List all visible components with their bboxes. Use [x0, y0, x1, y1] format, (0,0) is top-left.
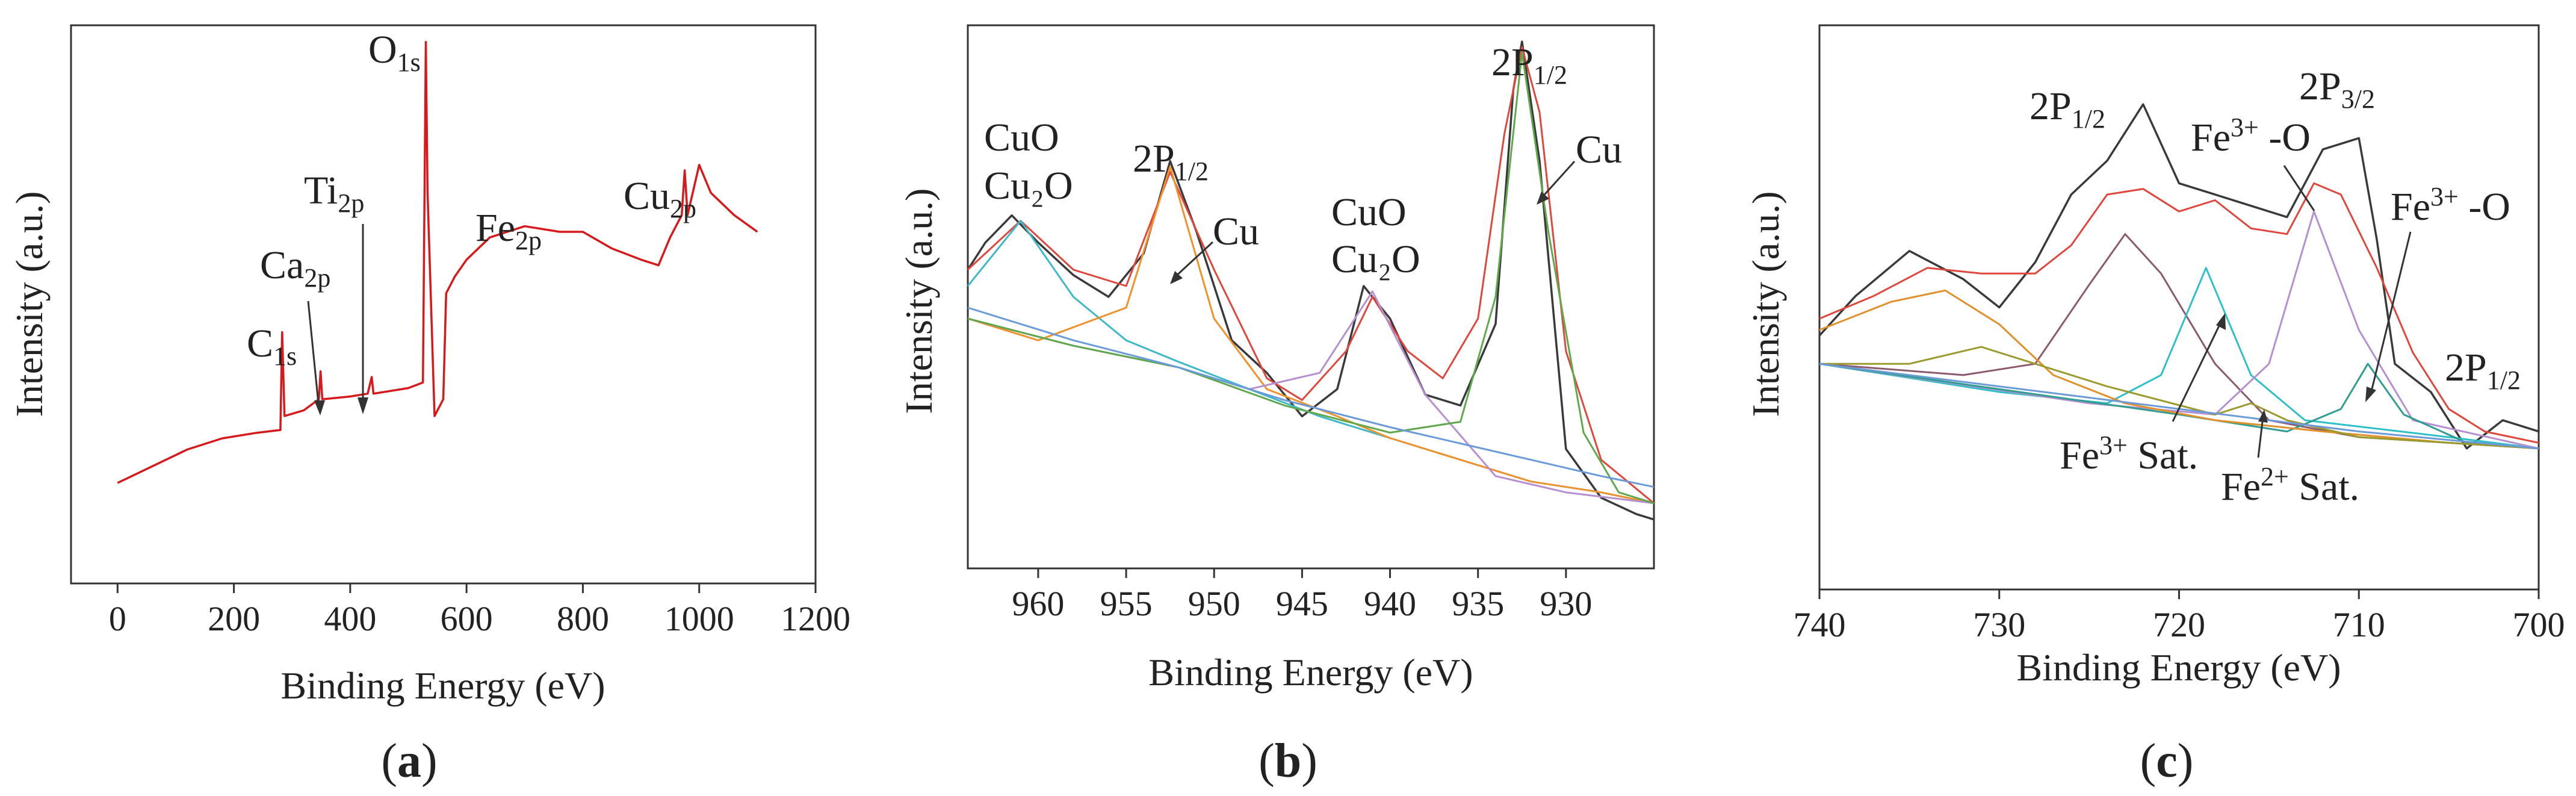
- panel-a-xtick-label-1: 200: [208, 599, 260, 638]
- panel-b: 960 955 950 945 940 935 930 Binding Energy (eV…: [897, 24, 1655, 788]
- panel-c-series-2: [1819, 233, 2539, 450]
- panel-a-series: [117, 41, 758, 484]
- panel-a-ticks: 0 200 400 600 800 1000 1200: [109, 583, 850, 638]
- panel-c-arrow-fe3sat: [2172, 322, 2222, 422]
- panel-b-label-2p12-2: 2P1/2: [1491, 40, 1567, 90]
- panel-a-caption: (a): [381, 735, 437, 788]
- panel-c-label-fe3o-a: Fe3+ -O: [2191, 113, 2311, 160]
- panel-a-xtick-label-0: 0: [109, 599, 126, 638]
- panel-a-label-ca2p: Ca2p: [260, 243, 330, 293]
- panel-c: 740 730 720 710 700 Binding Energy (eV) Inte…: [1744, 24, 2565, 788]
- panel-c-arrowhead-fe2sat: [2258, 409, 2268, 423]
- panel-b-series-6: [967, 306, 1655, 488]
- panel-c-xtick-label-1: 730: [1973, 605, 2025, 644]
- panel-c-label-2p12-a: 2P1/2: [2030, 84, 2105, 134]
- panel-a-xlabel: Binding Energy (eV): [280, 664, 605, 707]
- panel-c-arrowhead-fe3sat: [2216, 313, 2226, 330]
- panel-b-xtick-label-6: 930: [1540, 584, 1592, 623]
- panel-c-xtick-label-0: 740: [1794, 605, 1846, 644]
- panel-a-label-ti2p: Ti2p: [304, 169, 364, 218]
- panel-b-label-cuo-2: CuO: [1331, 190, 1407, 234]
- panel-c-caption: (c): [2140, 735, 2194, 788]
- panel-c-ylabel: Intensity (a.u.): [1744, 191, 1787, 417]
- panel-b-label-cuo-1: CuO: [984, 116, 1059, 160]
- panel-b-xtick-label-1: 955: [1100, 584, 1153, 623]
- panel-b-series-3: [967, 166, 1655, 505]
- panel-a-arrow-ca: [307, 300, 320, 410]
- panel-b-label-cu-1: Cu: [1213, 210, 1259, 253]
- panel-c-label-fe3o-b: Fe3+ -O: [2391, 182, 2510, 229]
- panel-b-series-0: [967, 40, 1655, 521]
- panel-a-series-0: [117, 41, 758, 484]
- panel-b-arrow-cu-1: [1172, 241, 1214, 279]
- panel-c-ticks: 740 730 720 710 700: [1794, 589, 2565, 644]
- panel-b-frame: [967, 24, 1655, 570]
- panel-c-series: [1818, 103, 2539, 450]
- panel-c-arrowhead-fe3o-b: [2365, 387, 2376, 402]
- panel-c-label-2p12-b: 2P1/2: [2445, 346, 2521, 395]
- panel-a-label-c1s: C1s: [247, 322, 297, 371]
- panel-b-series-2: [967, 220, 1655, 505]
- panel-b-arrowhead-cu-1: [1170, 271, 1183, 284]
- panel-c-series-6: [1819, 289, 2539, 450]
- panel-c-series-0: [1818, 103, 2539, 450]
- panel-c-label-fe2-sat: Fe2+ Sat.: [2221, 462, 2359, 509]
- panel-b-series-1: [967, 46, 1655, 504]
- panel-c-label-2p32: 2P3/2: [2299, 64, 2375, 114]
- panel-c-xtick-label-3: 710: [2333, 605, 2385, 644]
- panel-b-arrow-cu-2: [1540, 160, 1576, 200]
- panel-b-xtick-label-4: 940: [1364, 584, 1416, 623]
- panel-c-series-7: [1819, 346, 2539, 450]
- panel-b-xtick-label-3: 945: [1276, 584, 1328, 623]
- panel-a-xtick-label-3: 600: [441, 599, 493, 638]
- panel-a-xtick-label-2: 400: [324, 599, 376, 638]
- panel-b-caption: (b): [1259, 735, 1317, 788]
- panel-a-label-o1s: O1s: [368, 28, 421, 77]
- panel-b-xtick-label-2: 950: [1188, 584, 1240, 623]
- panel-a-frame: [70, 24, 817, 585]
- panel-c-label-fe3-sat: Fe3+ Sat.: [2060, 431, 2198, 477]
- panel-c-xtick-label-2: 720: [2153, 605, 2205, 644]
- panel-c-arrow-fe3o-b: [2370, 231, 2412, 392]
- panel-b-series-4: [967, 290, 1655, 505]
- panel-a-arrowhead-ti: [358, 397, 368, 414]
- panel-b-xlabel: Binding Energy (eV): [1148, 651, 1473, 694]
- panel-b-xtick-label-0: 960: [1012, 584, 1064, 623]
- panel-b-label-2p12-1: 2P1/2: [1133, 137, 1209, 186]
- panel-a-label-cu2p: Cu2p: [624, 174, 696, 223]
- panel-b-label-cu-2: Cu: [1576, 128, 1622, 172]
- panel-a-label-fe2p: Fe2p: [475, 206, 542, 255]
- panel-b-series: [967, 40, 1655, 521]
- panel-c-frame: [1818, 24, 2540, 591]
- panel-b-label-cu2o-1: Cu₂O: [984, 164, 1073, 208]
- panel-a-xtick-label-5: 1000: [664, 599, 734, 638]
- panel-b-label-cu2o-2: Cu₂O: [1331, 237, 1420, 281]
- panel-b-ticks: 960 955 950 945 940 935 930: [1012, 568, 1592, 623]
- panel-a-ylabel: Intensity (a.u.): [8, 191, 51, 417]
- panel-b-arrowhead-cu-2: [1537, 191, 1549, 205]
- panel-c-xtick-label-4: 700: [2513, 605, 2565, 644]
- panel-c-arrow-fe2sat: [2257, 416, 2264, 458]
- panel-b-xtick-label-5: 935: [1452, 584, 1504, 623]
- panel-a-xtick-label-4: 800: [557, 599, 609, 638]
- panel-a: 0 200 400 600 800 1000 1200 Binding Energy (eV…: [8, 24, 850, 788]
- panel-b-ylabel: Intensity (a.u.): [897, 188, 940, 414]
- panel-c-arrow-fe3o-a: [2283, 165, 2315, 211]
- panel-a-xtick-label-6: 1200: [781, 599, 850, 638]
- panel-a-arrowhead-ca: [314, 400, 325, 415]
- panel-c-series-1: [1819, 182, 2539, 444]
- panel-c-xlabel: Binding Energy (eV): [2016, 646, 2341, 689]
